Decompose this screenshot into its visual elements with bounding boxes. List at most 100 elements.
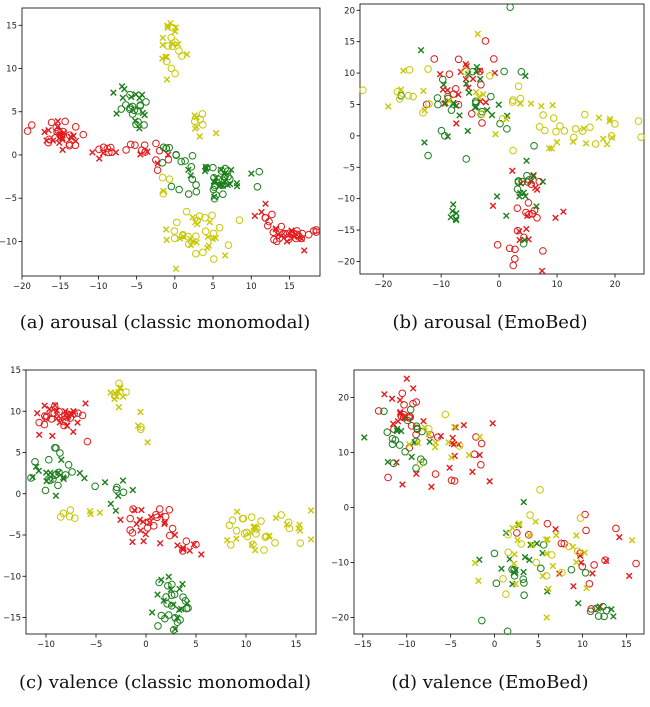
scatter-point-x xyxy=(278,232,285,240)
scatter-point-circle xyxy=(105,148,113,157)
scatter-point-x xyxy=(212,174,220,181)
scatter-point-circle xyxy=(504,530,512,539)
scatter-point-x xyxy=(41,128,48,136)
scatter-point-circle xyxy=(126,140,135,149)
x-tick-label: −10 xyxy=(432,280,450,290)
scatter-point-circle xyxy=(514,178,523,187)
scatter-point-circle xyxy=(182,207,191,216)
scatter-point-circle xyxy=(201,214,209,222)
scatter-point-circle xyxy=(52,470,61,479)
scatter-point-x xyxy=(227,166,235,174)
scatter-point-circle xyxy=(210,173,218,182)
scatter-point-x xyxy=(589,570,596,577)
scatter-point-circle xyxy=(517,67,526,76)
scatter-point-circle xyxy=(600,612,608,621)
scatter-point-x xyxy=(137,408,144,416)
scatter-point-circle xyxy=(434,100,442,109)
scatter-point-circle xyxy=(601,556,609,564)
scatter-point-x xyxy=(115,403,123,411)
scatter-point-circle xyxy=(167,64,176,73)
scatter-point-circle xyxy=(556,122,564,130)
scatter-point-x xyxy=(608,606,615,613)
scatter-point-x xyxy=(129,486,137,494)
scatter-point-circle xyxy=(585,580,594,588)
scatter-point-circle xyxy=(511,245,519,254)
scatter-point-circle xyxy=(51,133,60,142)
scatter-point-x xyxy=(526,556,533,564)
scatter-point-x xyxy=(498,565,505,573)
scatter-point-x xyxy=(421,139,428,146)
scatter-point-circle xyxy=(312,226,320,234)
scatter-point-x xyxy=(475,93,483,101)
scatter-point-x xyxy=(59,146,66,154)
scatter-point-x xyxy=(147,513,155,521)
scatter-point-circle xyxy=(224,241,233,249)
scatter-point-circle xyxy=(441,132,449,140)
scatter-point-x xyxy=(136,125,143,132)
x-tick-label: 15 xyxy=(291,640,302,650)
scatter-point-x xyxy=(161,520,168,528)
scatter-point-circle xyxy=(468,67,477,76)
y-tick-label: 10 xyxy=(10,407,21,417)
scatter-point-x xyxy=(527,100,535,107)
scatter-point-x xyxy=(464,84,472,92)
scatter-point-x xyxy=(445,439,452,446)
y-tick-label: 5 xyxy=(350,100,355,110)
scatter-point-x xyxy=(460,421,468,429)
scatter-point-x xyxy=(120,85,128,93)
scatter-point-x xyxy=(449,201,457,208)
scatter-point-circle xyxy=(63,413,72,422)
scatter-point-circle xyxy=(481,37,490,45)
x-tick-label: 5 xyxy=(193,640,198,650)
scatter-point-circle xyxy=(210,194,219,203)
scatter-point-circle xyxy=(255,167,264,176)
scatter-point-x xyxy=(406,441,413,448)
scatter-point-x xyxy=(191,112,198,119)
scatter-point-circle xyxy=(182,604,191,613)
scatter-point-circle xyxy=(576,514,585,522)
scatter-point-x xyxy=(51,402,59,409)
scatter-point-x xyxy=(169,40,176,48)
scatter-point-circle xyxy=(441,410,450,419)
scatter-point-circle xyxy=(106,143,115,152)
scatter-point-circle xyxy=(477,110,486,118)
scatter-point-circle xyxy=(171,69,179,78)
scatter-point-x xyxy=(41,402,48,410)
scatter-point-circle xyxy=(571,125,580,133)
scatter-point-circle xyxy=(412,422,421,431)
scatter-point-circle xyxy=(380,407,388,416)
scatter-point-x xyxy=(107,500,115,508)
scatter-point-circle xyxy=(634,117,643,125)
scatter-point-circle xyxy=(172,151,180,160)
scatter-point-x xyxy=(552,525,559,533)
scatter-point-x xyxy=(628,536,636,544)
scatter-point-x xyxy=(43,477,50,485)
y-tick-label: −10 xyxy=(331,559,349,569)
scatter-point-x xyxy=(464,127,472,135)
scatter-point-circle xyxy=(79,130,88,139)
scatter-point-x xyxy=(447,213,455,221)
x-tick-label: 10 xyxy=(552,280,563,290)
scatter-point-x xyxy=(453,210,460,217)
scatter-point-x xyxy=(33,409,41,417)
scatter-point-circle xyxy=(263,221,272,230)
chart-b: −20 −10 0 10 20 −20 −15 −10 −5 0 5 10 15 20 xyxy=(330,0,650,300)
scatter-point-circle xyxy=(83,437,92,446)
scatter-point-x xyxy=(417,46,425,54)
scatter-point-circle xyxy=(178,547,187,555)
scatter-point-x xyxy=(247,529,255,536)
scatter-point-circle xyxy=(283,229,292,238)
scatter-point-circle xyxy=(403,416,412,425)
scatter-point-x xyxy=(72,137,80,145)
scatter-point-circle xyxy=(516,94,525,103)
scatter-point-circle xyxy=(433,94,442,102)
scatter-point-circle xyxy=(165,531,174,540)
scatter-point-circle xyxy=(425,100,433,108)
scatter-point-circle xyxy=(524,531,533,539)
scatter-point-circle xyxy=(41,486,50,495)
scatter-point-circle xyxy=(523,171,531,180)
scatter-point-x xyxy=(503,115,510,123)
scatter-point-circle xyxy=(51,444,59,452)
scatter-point-circle xyxy=(499,574,507,583)
y-tick-label: −10 xyxy=(3,572,21,582)
